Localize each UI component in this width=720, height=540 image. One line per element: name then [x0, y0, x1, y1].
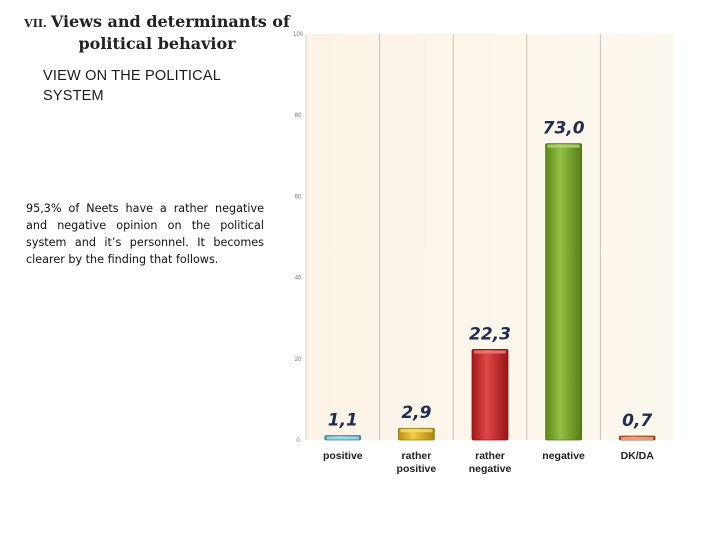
data-label: 2,9 [401, 403, 431, 423]
x-tick-label: rather [402, 450, 432, 462]
bar-highlight [547, 144, 580, 148]
title-line-2: political behavior [78, 34, 236, 53]
bar-highlight [400, 429, 433, 433]
x-tick-label: DK/DA [621, 450, 655, 462]
bar-highlight [474, 350, 506, 354]
y-tick-label: 60 [295, 194, 302, 200]
bar-highlight [621, 437, 654, 440]
x-tick-label: negative [542, 450, 585, 462]
bar [545, 143, 583, 441]
chart: 0 20 40 60 80 100 1,1 positive 2,9 rather positive… [284, 20, 684, 490]
x-tick-label: positive [397, 463, 437, 475]
data-label: 0,7 [622, 411, 652, 431]
y-tick-label: 40 [295, 276, 302, 282]
y-tick-label: 20 [295, 357, 302, 363]
bar-highlight [326, 436, 359, 440]
y-tick-label: 100 [293, 32, 304, 38]
bar [471, 349, 509, 441]
slide-title: VII. Views and determinants of political … [22, 12, 292, 54]
data-label: 73,0 [543, 119, 585, 139]
subtitle: VIEW ON THE POLITICAL SYSTEM [43, 68, 221, 104]
body-text: 95,3% of Neets have a rather negative an… [26, 202, 264, 266]
y-tick-label: 0 [296, 438, 300, 444]
data-label: 22,3 [469, 324, 511, 344]
title-line-1: Views and determinants of [50, 12, 290, 31]
x-tick-label: negative [469, 463, 512, 475]
x-tick-label: positive [323, 450, 363, 462]
data-label: 1,1 [328, 411, 358, 431]
bar-chart-svg: 0204060801001,1positive2,9ratherpositive… [293, 32, 674, 475]
x-tick-label: rather [475, 450, 505, 462]
section-number: VII. [24, 17, 47, 30]
y-tick-label: 80 [295, 113, 302, 119]
